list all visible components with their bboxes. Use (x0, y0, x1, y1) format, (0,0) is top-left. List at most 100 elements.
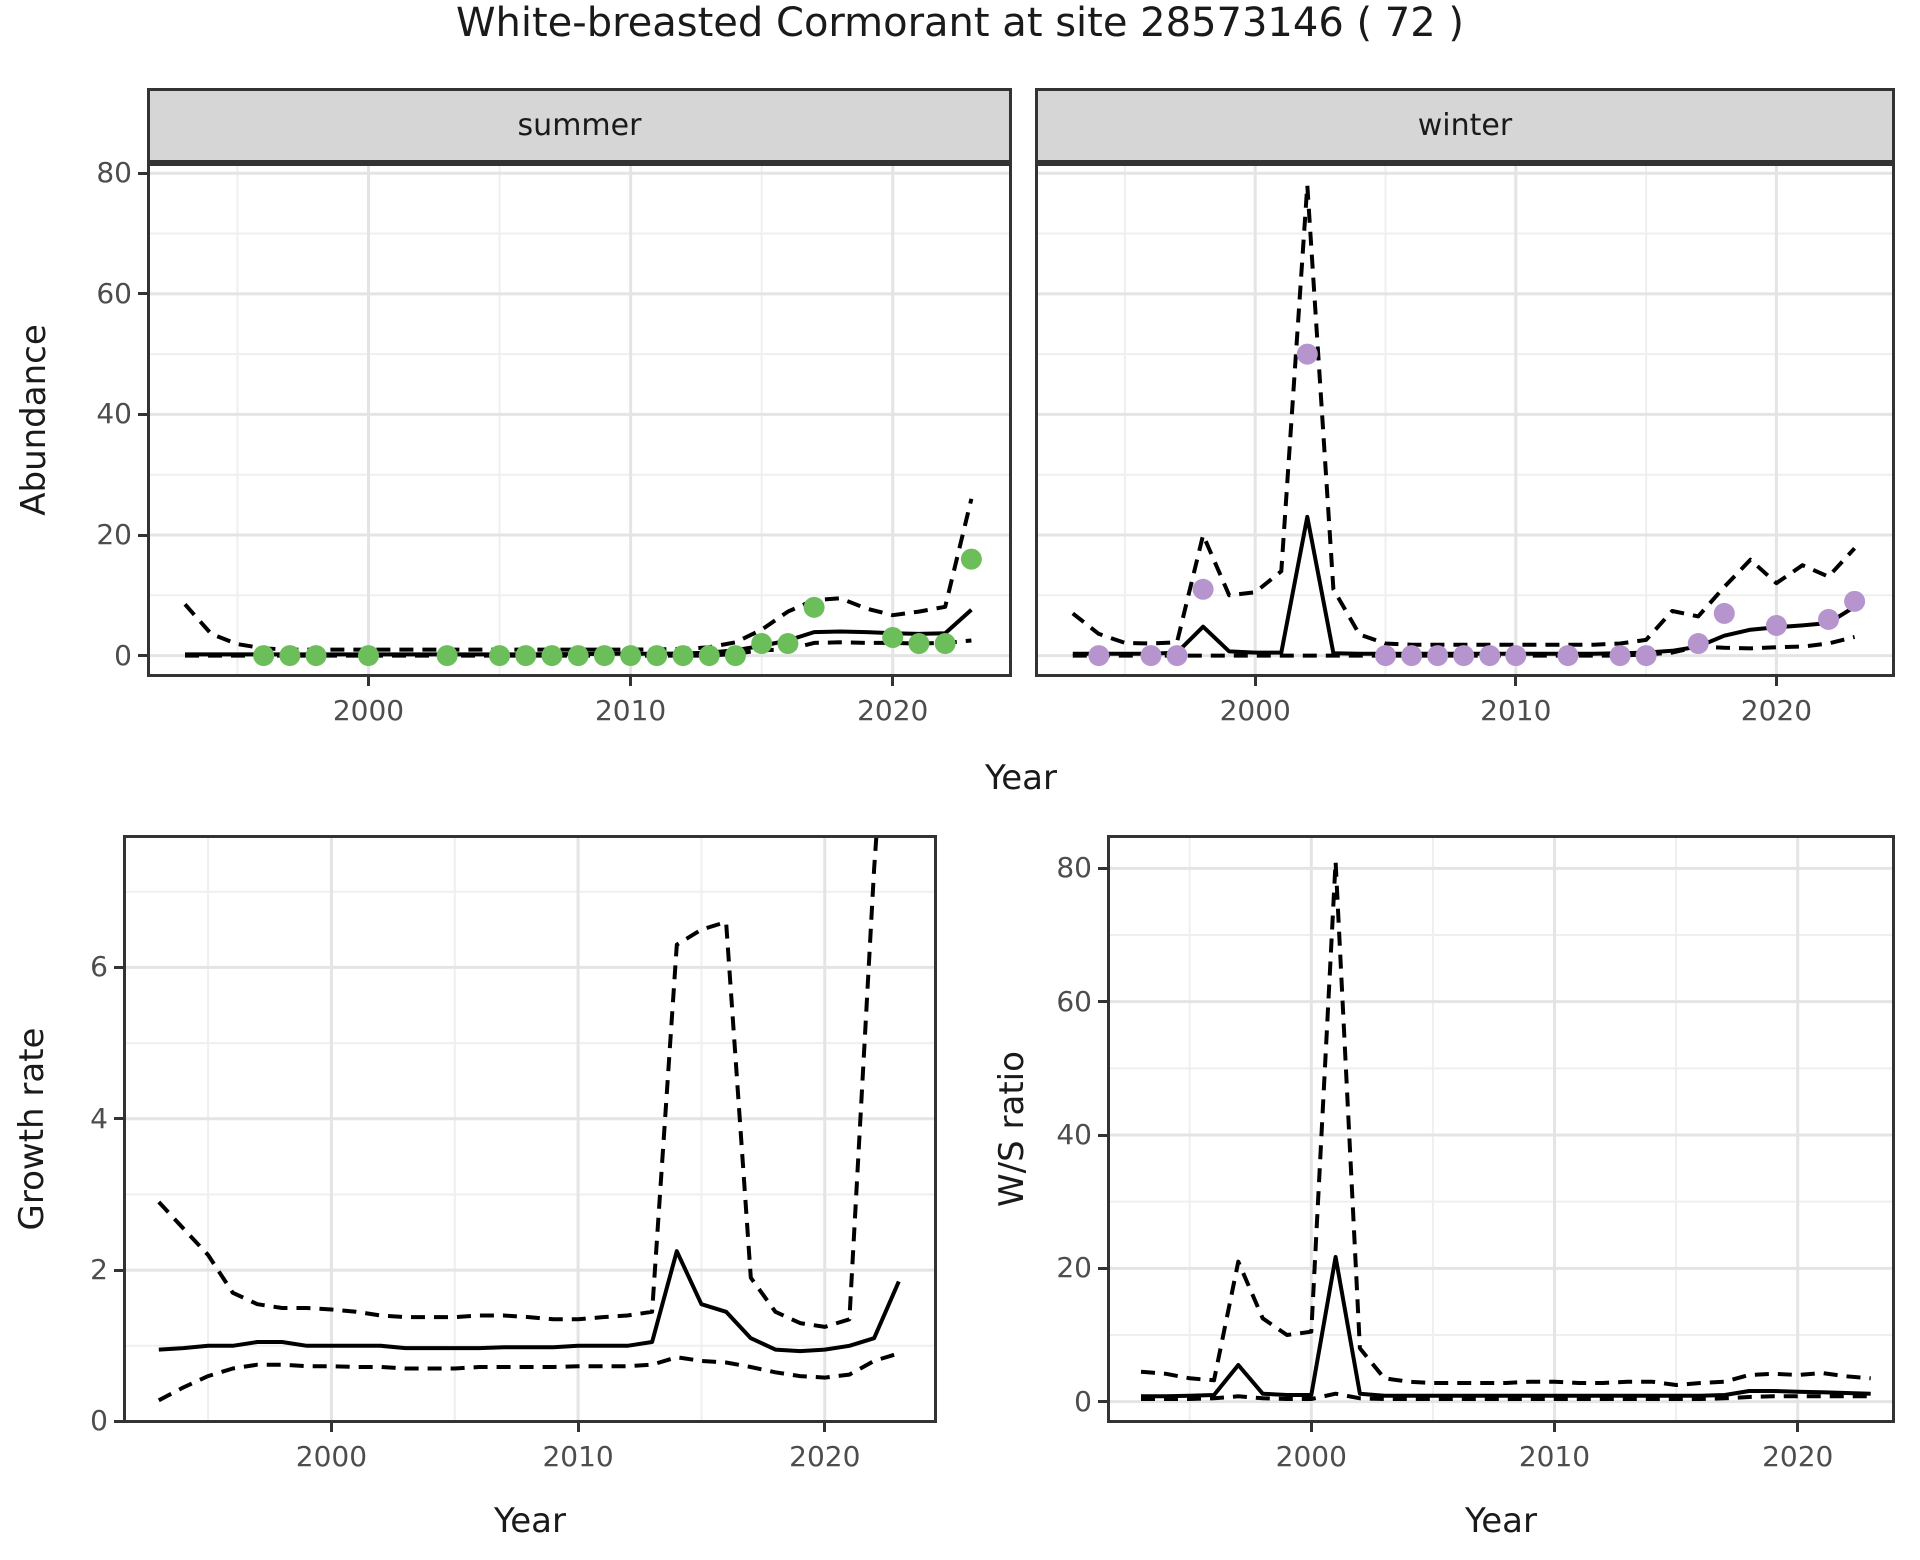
data-point-summer (279, 645, 301, 667)
series-group (1140, 859, 1871, 1401)
y-tick-mark (1098, 1000, 1107, 1004)
panel-background (1107, 835, 1895, 1423)
facet-strip-summer-label: summer (517, 108, 642, 143)
x-axis-title-year-ws: Year (1465, 1501, 1537, 1541)
series-group (157, 835, 901, 1403)
abundance-summer-panel (147, 163, 1012, 677)
data-point-winter (1844, 590, 1866, 612)
y-tick-label: 2 (90, 1253, 108, 1287)
data-point-winter (1375, 645, 1397, 667)
data-point-summer (541, 645, 563, 667)
lower_ci-line-ws (1141, 1391, 1871, 1401)
plot-title: White-breasted Cormorant at site 2857314… (455, 0, 1465, 46)
y-tick-mark (138, 171, 147, 175)
y-tick-label: 20 (96, 518, 132, 551)
x-tick-mark (329, 1423, 333, 1432)
y-tick-label: 60 (96, 276, 132, 310)
data-point-winter (1687, 633, 1709, 655)
x-tick-label: 2010 (1518, 1440, 1591, 1473)
x-tick-label: 2020 (857, 694, 929, 727)
data-point-winter (1140, 645, 1162, 667)
data-point-winter (1765, 614, 1787, 636)
abundance-winter-panel (1035, 163, 1895, 677)
data-point-summer (620, 645, 642, 667)
lower_ci-line-winter (1072, 634, 1856, 658)
x-tick-mark (366, 677, 370, 686)
x-tick-mark (1514, 677, 1518, 686)
data-point-summer (489, 645, 511, 667)
x-tick-label: 2000 (295, 1440, 368, 1473)
x-tick-label: 2020 (789, 1440, 861, 1473)
data-point-summer (934, 633, 956, 655)
data-point-winter (1166, 645, 1188, 667)
data-point-summer (515, 645, 537, 667)
upper_ci-line-ws (1140, 859, 1871, 1387)
y-tick-mark (138, 412, 147, 416)
x-tick-mark (1553, 1423, 1556, 1432)
panel-border (1107, 835, 1895, 1423)
x-tick-label: 2020 (1740, 694, 1813, 727)
data-point-summer (960, 548, 982, 570)
data-point-summer (253, 645, 275, 667)
data-point-summer (357, 645, 379, 667)
ws-ratio-panel (1107, 835, 1895, 1423)
data-point-winter (1609, 645, 1631, 667)
data-point-winter (1479, 645, 1501, 667)
y-tick-label: 0 (114, 638, 132, 672)
data-point-winter (1635, 645, 1657, 667)
data-point-winter (1192, 578, 1214, 600)
upper_ci-line-growth (157, 835, 879, 1329)
facet-strip-winter: winter (1035, 88, 1895, 163)
fit-line-growth (158, 1249, 901, 1354)
data-point-summer (567, 645, 589, 667)
y-tick-mark (138, 654, 147, 658)
data-point-summer (724, 645, 746, 667)
x-tick-label: 2010 (542, 1440, 614, 1473)
data-point-winter (1296, 343, 1318, 365)
fit-line-ws (1141, 1255, 1871, 1399)
data-point-winter (1453, 645, 1475, 667)
x-tick-label: 2000 (1275, 1440, 1347, 1473)
panel-border (147, 163, 1012, 677)
x-tick-mark (823, 1423, 827, 1432)
y-tick-mark (1098, 866, 1107, 870)
x-tick-mark (1796, 1423, 1800, 1432)
panel-background (147, 163, 1012, 677)
x-tick-label: 2000 (332, 694, 405, 727)
y-tick-mark (1098, 1266, 1107, 1270)
data-point-summer (908, 633, 930, 655)
data-point-winter (1401, 645, 1423, 667)
data-point-winter (1713, 602, 1735, 624)
y-tick-mark (114, 965, 123, 969)
y-tick-label: 40 (96, 397, 132, 431)
facet-strip-winter-label: winter (1417, 108, 1513, 143)
y-tick-mark (138, 292, 147, 296)
data-point-winter (1505, 645, 1527, 667)
panel-background (123, 835, 937, 1423)
upper_ci-line-winter (1071, 183, 1857, 647)
data-point-summer (698, 645, 720, 667)
x-tick-mark (1774, 677, 1778, 686)
y-tick-mark (138, 533, 147, 537)
data-point-summer (305, 645, 327, 667)
y-tick-mark (1098, 1133, 1107, 1137)
x-axis-title-year-top: Year (985, 758, 1057, 798)
x-tick-mark (576, 1423, 580, 1432)
data-point-winter (1557, 645, 1579, 667)
y-tick-label: 40 (1056, 1118, 1092, 1151)
y-tick-mark (114, 1419, 123, 1423)
x-tick-label: 2000 (1219, 694, 1291, 727)
data-point-summer (882, 627, 904, 649)
panel-border (1035, 163, 1895, 677)
growth-rate-panel (123, 835, 937, 1423)
data-point-summer (646, 645, 668, 667)
y-tick-mark (1098, 1400, 1107, 1404)
data-point-summer (436, 645, 458, 667)
y-tick-label: 0 (90, 1404, 108, 1438)
data-point-summer (751, 633, 773, 655)
x-axis-title-year-growth: Year (494, 1501, 566, 1541)
y-tick-label: 80 (96, 156, 132, 190)
data-point-winter (1088, 645, 1110, 667)
facet-strip-summer: summer (147, 88, 1012, 163)
x-tick-label: 2020 (1762, 1440, 1834, 1473)
